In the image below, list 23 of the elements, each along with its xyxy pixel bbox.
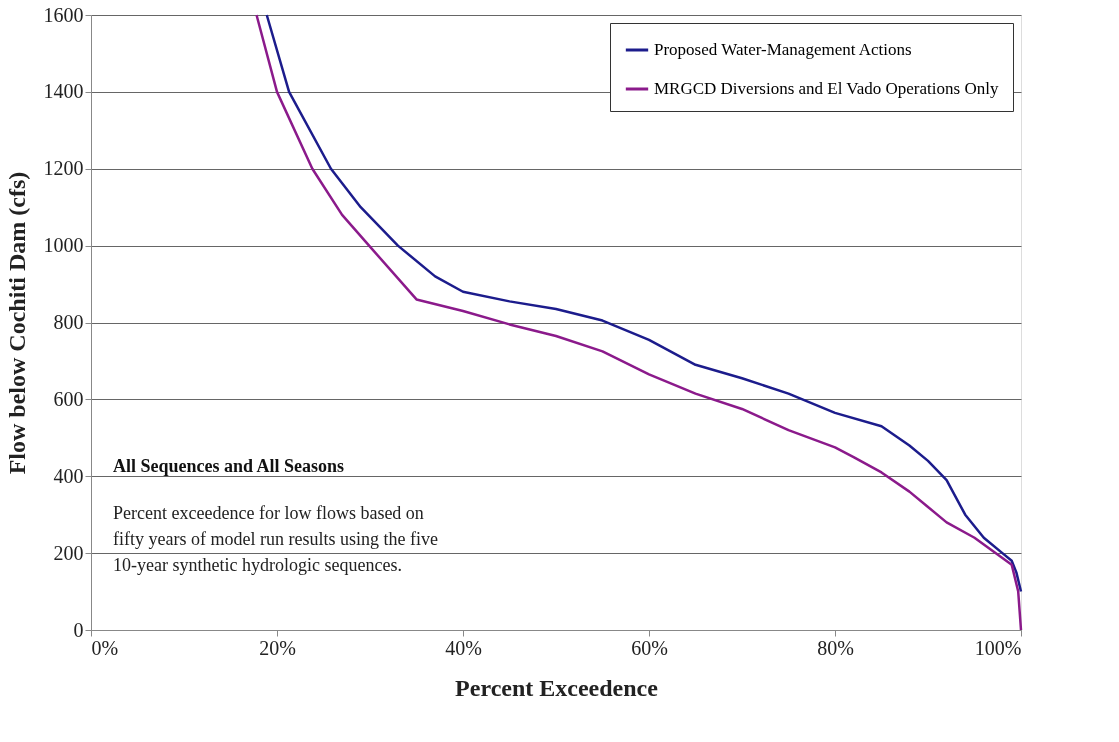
y-tick-label: 200 [53, 541, 84, 564]
annotation: Percent exceedence for low flows based on [113, 503, 424, 523]
x-tick-label: 60% [631, 636, 668, 659]
x-axis-title: Percent Exceedence [455, 674, 659, 701]
x-tick-label: 0% [91, 636, 119, 659]
x-tick-label: 40% [445, 636, 482, 659]
y-tick-label: 400 [53, 464, 84, 487]
y-tick-label: 0 [73, 618, 84, 641]
x-tick-label: 20% [259, 636, 296, 659]
y-tick-label: 800 [53, 311, 84, 333]
legend-label: MRGCD Diversions and El Vado Operations Only [654, 79, 999, 98]
y-tick-label: 600 [53, 387, 84, 410]
x-tick-label: 100% [974, 636, 1022, 659]
y-tick-label: 1600 [43, 3, 84, 26]
y-axis-title: Flow below Cochiti Dam (cfs) [3, 171, 30, 475]
y-tick-label: 1400 [43, 80, 84, 103]
annotation: 10-year synthetic hydrologic sequences. [113, 555, 402, 575]
annotation: fifty years of model run results using the five [113, 529, 438, 549]
y-tick-label: 1000 [43, 234, 84, 257]
y-tick-label: 1200 [43, 157, 84, 180]
annotation: All Sequences and All Seasons [113, 456, 345, 476]
legend-label: Proposed Water-Management Actions [654, 40, 912, 59]
x-tick-label: 80% [817, 636, 854, 659]
